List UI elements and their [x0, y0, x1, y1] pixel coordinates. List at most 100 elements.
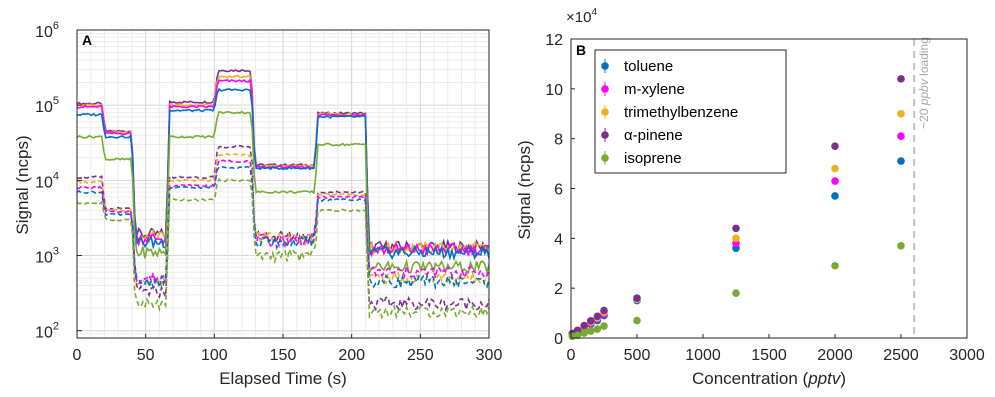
y-tick-label: 2: [554, 281, 563, 298]
x-tick-label: 0: [567, 347, 576, 364]
y-tick-label: 6: [554, 182, 563, 199]
x-tick-label: 2500: [883, 347, 919, 364]
legend-marker: [601, 131, 609, 139]
panel-b: ~20 ppbv loading 0 500 1000 1500 2000 2500 300…: [515, 7, 985, 388]
x-tick-label: 100: [201, 347, 228, 364]
loading-threshold-label-part: ~20: [917, 105, 931, 129]
x-tick-label: 1500: [751, 347, 787, 364]
data-point: [831, 261, 839, 270]
y-tick-label: 8: [554, 132, 563, 149]
panel-b-x-axis-label-unit: pptv: [807, 369, 842, 388]
data-point: [573, 331, 582, 340]
data-point: [897, 242, 905, 250]
y-tick-label: 10: [545, 82, 563, 99]
data-point: [831, 177, 839, 185]
panel-a-x-ticks: 0 50 100 150 200 250 300: [73, 334, 503, 364]
data-point: [732, 234, 740, 243]
y-tick-label: 0: [554, 331, 563, 348]
y-tick-base: 10: [35, 24, 53, 41]
loading-threshold-label: ~20 ppbv loading: [917, 37, 931, 129]
panel-a-grid: [76, 30, 490, 339]
panel-b-y-exponent-base: ×10: [566, 9, 591, 26]
data-point: [633, 316, 641, 325]
panel-b-y-exponent-power: 4: [591, 7, 597, 18]
x-tick-label: 2000: [817, 347, 853, 364]
series-line-solid: [76, 110, 490, 276]
data-point: [897, 75, 905, 83]
panel-b-x-axis-label-close: ): [840, 369, 846, 388]
legend-entries: toluene m-xylene trimethylbenzene α-pinene i…: [601, 58, 738, 167]
y-tick-label: 103: [35, 246, 59, 267]
panel-b-x-ticks: 0 500 1000 1500 2000 2500 3000: [567, 334, 985, 364]
y-tick-label: 4: [554, 231, 563, 248]
data-point: [897, 109, 905, 118]
x-tick-label: 3000: [949, 347, 985, 364]
legend-marker: [601, 85, 609, 93]
y-tick-base: 10: [35, 250, 53, 267]
panel-a-lines: [76, 69, 490, 320]
series-line-solid: [76, 78, 490, 258]
data-point: [732, 224, 740, 233]
data-point: [831, 192, 839, 200]
y-tick-exponent: 5: [53, 95, 59, 107]
data-point: [831, 142, 839, 150]
data-point: [587, 317, 595, 325]
series-line-dashed: [76, 177, 490, 320]
loading-threshold-label-part: loading: [917, 37, 931, 79]
series-line-solid: [76, 74, 490, 256]
loading-threshold-label-part: ppbv: [917, 78, 931, 106]
panel-b-x-axis-label-text: Concentration (: [692, 369, 809, 388]
panel-b-points: [568, 75, 905, 341]
y-tick-base: 10: [35, 174, 53, 191]
panel-a-y-axis-label: Signal (ncps): [13, 135, 32, 234]
y-tick-exponent: 4: [53, 170, 59, 182]
x-tick-label: 250: [407, 347, 434, 364]
x-tick-label: 50: [137, 347, 155, 364]
panel-b-x-axis-label: Concentration (pptv): [692, 369, 846, 388]
legend-label: m-xylene: [624, 81, 685, 98]
legend-marker: [601, 108, 609, 116]
x-tick-label: 0: [73, 347, 82, 364]
x-tick-label: 500: [624, 347, 651, 364]
legend-label: isoprene: [624, 150, 682, 167]
data-point: [587, 327, 595, 335]
data-point: [831, 164, 839, 173]
y-tick-exponent: 3: [53, 246, 59, 258]
panel-b-label: B: [576, 42, 586, 58]
panel-a-label: A: [82, 32, 92, 48]
panel-a-x-axis-label: Elapsed Time (s): [219, 369, 347, 388]
data-point: [897, 132, 905, 140]
y-tick-base: 10: [35, 325, 53, 342]
data-point: [633, 294, 641, 302]
data-point: [600, 306, 608, 315]
data-point: [593, 312, 602, 321]
x-tick-label: 300: [476, 347, 503, 364]
legend: toluene m-xylene trimethylbenzene α-pinene i…: [594, 49, 787, 174]
panel-b-y-axis-label: Signal (ncps): [515, 140, 534, 239]
series-line-solid: [76, 87, 490, 262]
legend-label: toluene: [624, 58, 673, 75]
series-line-dashed: [77, 159, 490, 286]
data-point: [580, 329, 588, 337]
y-tick-exponent: 2: [53, 321, 59, 333]
data-point: [732, 289, 740, 297]
y-tick-label: 105: [35, 95, 59, 116]
panel-b-y-ticks: 0 2 4 6 8 10 12: [545, 32, 575, 348]
legend-box: [594, 49, 787, 174]
x-tick-label: 200: [338, 347, 365, 364]
data-point: [897, 157, 905, 165]
panel-b-y-exponent: ×104: [566, 7, 597, 26]
x-tick-label: 150: [270, 347, 297, 364]
legend-label: α-pinene: [624, 127, 683, 144]
y-tick-exponent: 6: [53, 20, 59, 32]
panel-b-annotation: ~20 ppbv loading: [913, 37, 931, 338]
legend-marker: [601, 62, 609, 70]
x-tick-label: 1000: [685, 347, 721, 364]
data-point: [600, 322, 608, 330]
legend-label: trimethylbenzene: [624, 104, 738, 121]
legend-marker: [601, 154, 609, 162]
y-tick-label: 12: [545, 32, 563, 49]
